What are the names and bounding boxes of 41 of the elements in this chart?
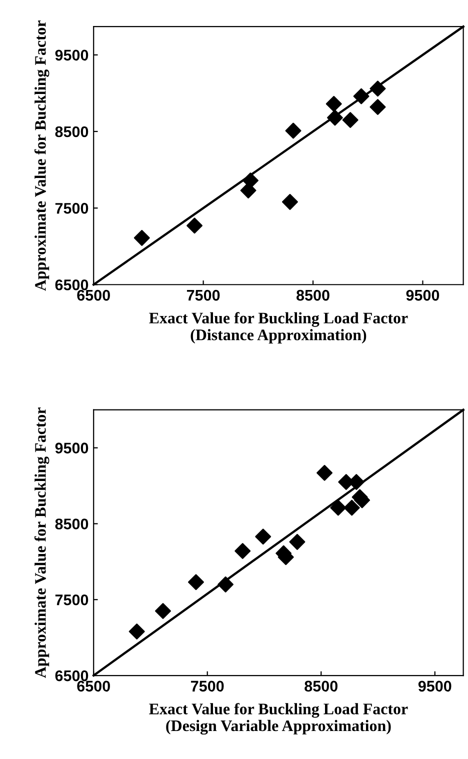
y-tick-label: 6500: [55, 279, 88, 290]
point: [188, 574, 204, 590]
point: [330, 500, 346, 516]
y-tick-label: 8500: [55, 126, 88, 138]
point: [289, 534, 306, 550]
x-tick-label: 9500: [418, 680, 452, 692]
y-tick-label: 8500: [55, 518, 88, 530]
x-axis-title: Exact Value for Buckling Load Factor (Distance Approximation): [149, 312, 408, 344]
y-tick-label: 9500: [55, 442, 88, 454]
y-tick-label: 9500: [55, 50, 88, 61]
point: [240, 182, 256, 198]
point: [326, 96, 342, 112]
point: [255, 528, 272, 545]
point: [128, 624, 145, 640]
y-tick-label: 7500: [55, 202, 88, 214]
x-tick-label: 9500: [406, 290, 440, 301]
y-axis-title: Approximate Value for Buckling Factor: [34, 408, 50, 678]
point: [342, 112, 358, 128]
point: [326, 110, 343, 126]
x-axis-title: Exact Value for Buckling Load Factor (Design Variable Approximation): [149, 702, 408, 735]
y-axis-title: Approximate Value for Buckling Factor: [34, 20, 50, 291]
point: [186, 218, 203, 234]
point: [285, 122, 302, 139]
x-tick-label: 6500: [77, 290, 110, 301]
point: [370, 80, 386, 97]
point: [344, 500, 360, 516]
x-tick-label: 7500: [191, 680, 224, 692]
x-tick-label: 7500: [186, 290, 220, 301]
point: [155, 603, 171, 619]
point: [370, 98, 386, 115]
y-tick-label: 6500: [55, 670, 88, 682]
point: [218, 576, 234, 592]
point: [353, 88, 370, 104]
x-tick-label: 8500: [296, 290, 330, 301]
point: [316, 464, 333, 481]
point: [134, 230, 150, 246]
x-tick-label: 6500: [77, 680, 110, 692]
point: [234, 543, 251, 560]
y-tick-label: 7500: [55, 594, 88, 606]
point: [282, 194, 298, 210]
x-tick-label: 8500: [304, 680, 338, 692]
